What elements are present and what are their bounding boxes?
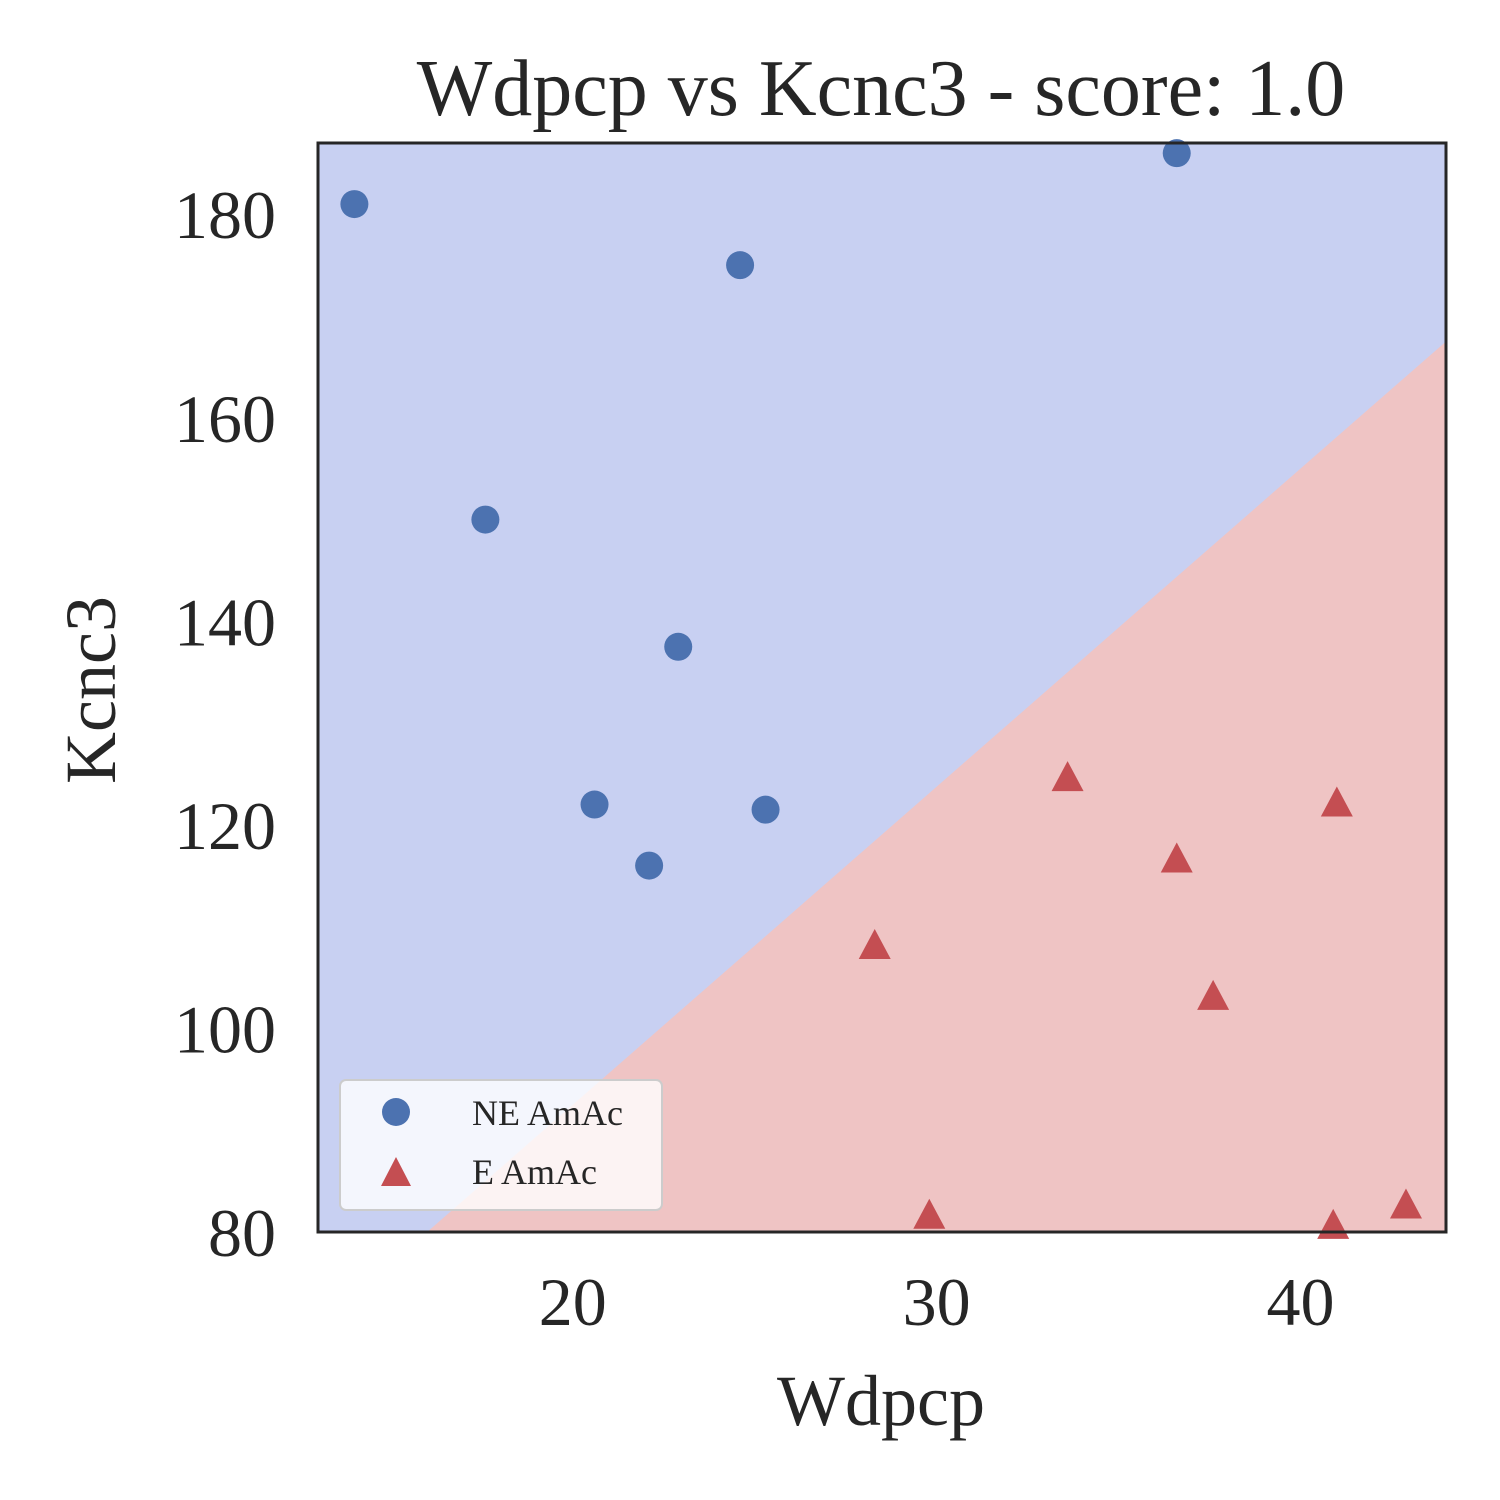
plot-area bbox=[316, 139, 1448, 1239]
x-axis-ticks: 20 30 40 bbox=[539, 1264, 1335, 1340]
ne-point-5 bbox=[726, 251, 755, 280]
chart-title: Wdpcp vs Kcnc3 - score: 1.0 bbox=[417, 45, 1346, 133]
e-point-7 bbox=[1389, 1188, 1422, 1219]
y-tick-label: 80 bbox=[208, 1195, 276, 1271]
x-axis-label: Wdpcp bbox=[777, 1361, 985, 1441]
y-tick-label: 100 bbox=[174, 991, 276, 1067]
y-tick-label: 160 bbox=[174, 381, 276, 457]
y-axis-ticks: 80 100 120 140 160 180 bbox=[174, 177, 276, 1271]
legend-marker-e bbox=[381, 1157, 411, 1186]
e-point-0 bbox=[858, 929, 891, 960]
y-tick-label: 120 bbox=[174, 788, 276, 864]
ne-point-7 bbox=[1162, 139, 1191, 168]
e-point-4 bbox=[1197, 979, 1230, 1010]
legend: NE AmAc E AmAc bbox=[339, 1079, 663, 1211]
ne-point-1 bbox=[471, 505, 500, 534]
ne-point-2 bbox=[580, 790, 609, 819]
legend-label-ne: NE AmAc bbox=[472, 1093, 623, 1133]
e-point-6 bbox=[1320, 786, 1353, 817]
y-tick-label: 180 bbox=[174, 177, 276, 253]
y-tick-label: 140 bbox=[174, 584, 276, 660]
x-tick-label: 40 bbox=[1266, 1264, 1334, 1340]
e-point-3 bbox=[1160, 842, 1193, 873]
ne-point-4 bbox=[664, 632, 693, 661]
ne-point-0 bbox=[340, 190, 369, 219]
data-points bbox=[340, 139, 1422, 1239]
e-point-2 bbox=[1051, 761, 1084, 792]
legend-label-e: E AmAc bbox=[472, 1152, 597, 1192]
ne-point-6 bbox=[751, 795, 780, 824]
ne-point-3 bbox=[635, 851, 664, 880]
y-axis-label: Kcnc3 bbox=[51, 596, 131, 784]
x-tick-label: 20 bbox=[539, 1264, 607, 1340]
legend-marker-ne bbox=[382, 1098, 410, 1126]
region-e bbox=[427, 341, 1447, 1232]
plot-frame bbox=[316, 141, 1448, 1234]
x-tick-label: 30 bbox=[903, 1264, 971, 1340]
e-point-1 bbox=[913, 1198, 946, 1229]
legend-box bbox=[339, 1079, 663, 1211]
